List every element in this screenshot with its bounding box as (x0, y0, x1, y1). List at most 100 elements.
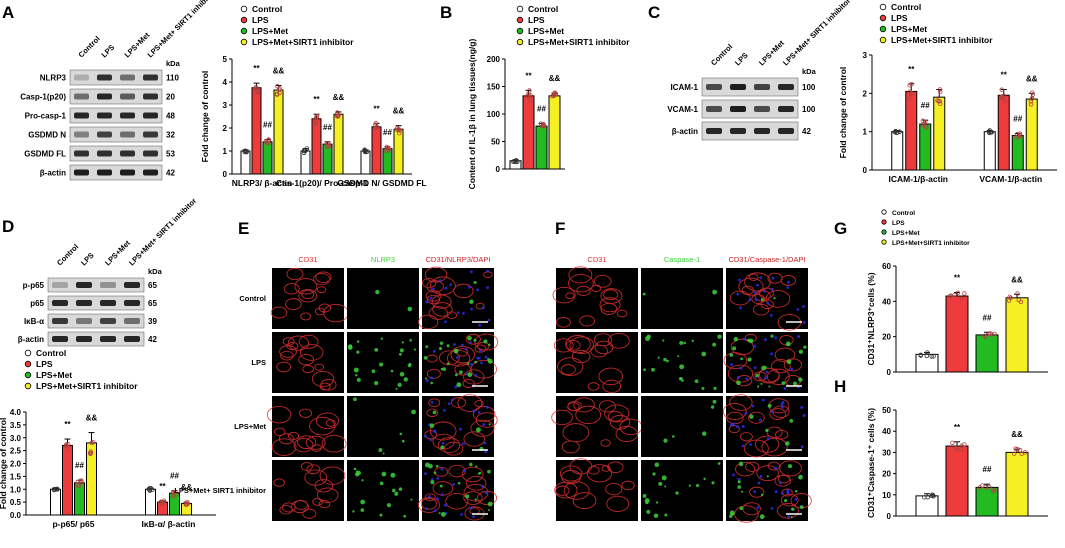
blot-band (74, 131, 89, 138)
dapi-nucleus (438, 279, 442, 283)
green-signal (768, 385, 771, 388)
x-category-label: GSDMD N/ GSDMD FL (337, 178, 426, 188)
blot-band (143, 131, 158, 138)
green-signal (433, 471, 437, 475)
cd31-signal (554, 458, 635, 512)
green-signal (792, 381, 798, 386)
green-signal (766, 475, 769, 478)
dapi-nucleus (787, 515, 790, 519)
green-signal (475, 427, 481, 433)
green-signal (798, 377, 803, 382)
dapi-nucleus (470, 270, 473, 274)
dapi-nucleus (763, 289, 767, 293)
micrograph-row-label: LPS+Met (234, 422, 266, 431)
dapi-nucleus (770, 352, 773, 356)
lane-label: LPS+Met+ SIRT1 inhibitor (781, 0, 852, 67)
green-signal (643, 368, 646, 372)
cd31-signal (426, 333, 499, 388)
green-signal (395, 387, 398, 390)
y-axis-label: Content of IL-1β in lung tissues(ng/g) (467, 39, 477, 190)
data-point (277, 87, 282, 92)
green-signal (798, 474, 803, 480)
green-signal (770, 334, 774, 338)
green-signal (747, 338, 751, 342)
green-signal (353, 467, 357, 471)
y-tick-label: 2.0 (10, 460, 22, 469)
blot-band (143, 112, 158, 119)
green-signal (710, 405, 715, 409)
bar (891, 131, 904, 171)
cd31-signal (552, 266, 628, 328)
micrograph-tile (641, 396, 723, 457)
dapi-nucleus (754, 298, 758, 302)
green-signal (642, 292, 646, 296)
green-signal (356, 470, 361, 476)
dapi-nucleus (481, 484, 484, 488)
significance-mark: ## (1013, 115, 1022, 124)
dapi-nucleus (477, 356, 481, 360)
green-signal (747, 357, 752, 362)
data-point (938, 89, 943, 95)
dapi-nucleus (479, 349, 482, 353)
green-signal (694, 379, 699, 384)
dapi-nucleus (460, 343, 464, 347)
bar (62, 444, 73, 516)
bar (371, 126, 382, 175)
dapi-nucleus (751, 404, 755, 408)
y-tick-label: 4 (223, 78, 228, 87)
dapi-nucleus (753, 344, 757, 348)
data-point (937, 87, 943, 92)
data-point (959, 446, 964, 452)
y-tick-label: 1.5 (10, 472, 22, 481)
y-tick-label: 0.5 (10, 498, 22, 507)
green-signal (803, 345, 807, 349)
green-signal (702, 431, 707, 436)
green-signal (760, 382, 763, 385)
significance-mark: ** (373, 104, 380, 113)
panel-letter-d: D (2, 217, 14, 236)
green-signal (439, 484, 443, 488)
blot-band (143, 74, 158, 81)
green-signal (456, 382, 462, 388)
green-signal (688, 484, 691, 487)
legend-marker (240, 5, 248, 13)
blot-band (730, 106, 746, 112)
data-point (897, 129, 902, 134)
dapi-nucleus (482, 423, 486, 426)
legend-entry: LPS (892, 220, 905, 227)
data-point (982, 333, 987, 339)
significance-mark: && (549, 74, 561, 83)
legend-entry: LPS (252, 15, 269, 25)
panel-letter-e: E (238, 219, 249, 238)
green-signal (474, 360, 477, 364)
bar (273, 89, 284, 175)
dapi-nucleus (424, 472, 427, 476)
blot-band (120, 74, 135, 81)
y-tick-label: 30 (882, 448, 891, 457)
dapi-nucleus (469, 340, 473, 344)
green-signal (398, 487, 403, 491)
y-tick-label: 50 (491, 138, 500, 147)
data-point (185, 501, 190, 507)
data-point (385, 145, 391, 150)
blot-band (706, 106, 722, 112)
data-point (528, 98, 533, 104)
blot-strip (701, 121, 799, 141)
data-point (1008, 295, 1013, 301)
green-signal (379, 481, 384, 486)
green-signal (386, 503, 391, 508)
legend-entry: LPS+Met (891, 24, 927, 34)
cd31-signal (418, 266, 493, 330)
blot-row-label: β-actin (18, 335, 44, 344)
panel-letter-c: C (648, 3, 660, 22)
green-signal (712, 399, 717, 404)
blot-band (74, 112, 89, 119)
green-signal (487, 358, 493, 364)
data-point (989, 332, 994, 337)
data-point (937, 99, 942, 104)
y-tick-label: 3 (223, 101, 228, 110)
green-signal (738, 461, 744, 467)
bar (145, 488, 156, 516)
dapi-nucleus (427, 495, 431, 498)
dapi-nucleus (741, 444, 745, 448)
